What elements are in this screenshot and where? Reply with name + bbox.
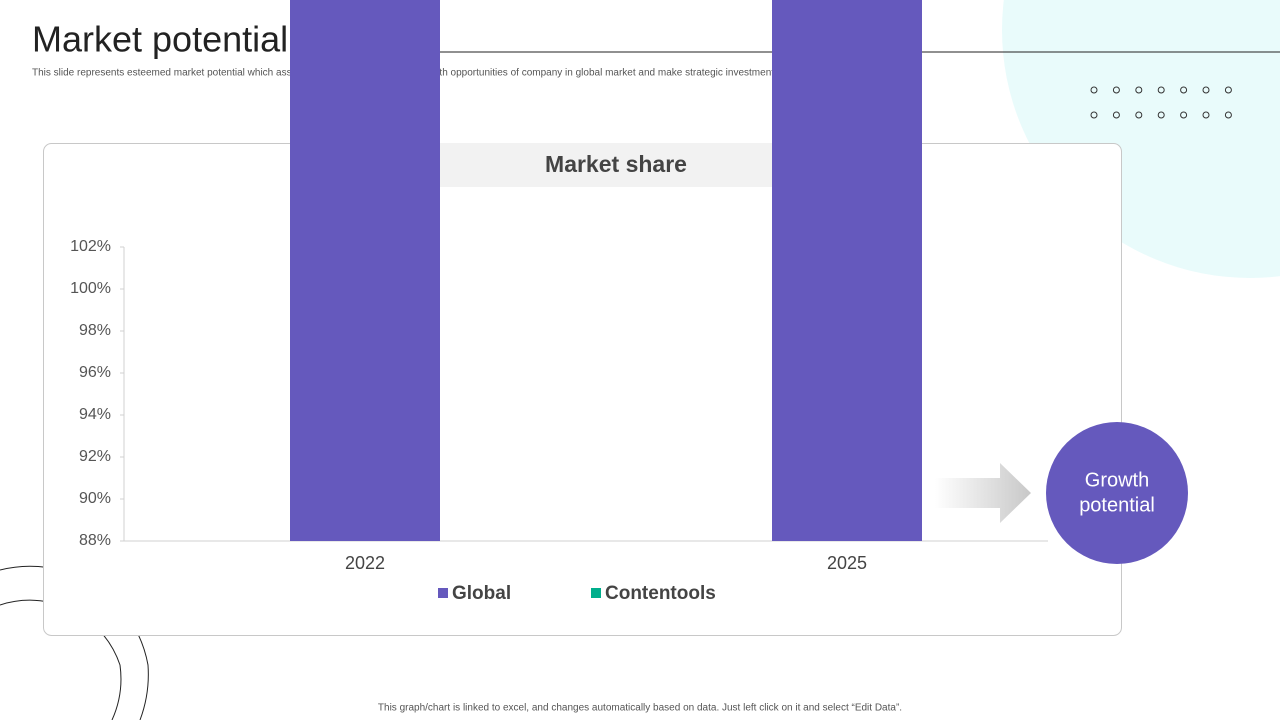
- badge-text: Growth: [1085, 469, 1149, 491]
- y-tick-label: 94%: [79, 406, 111, 423]
- dot: [1202, 86, 1210, 94]
- legend-swatch: [438, 588, 448, 598]
- y-tick-label: 98%: [79, 322, 111, 339]
- legend-label: Contentools: [605, 583, 716, 604]
- y-tick-label: 92%: [79, 448, 111, 465]
- chart-title-box: [430, 143, 802, 187]
- footnote: This graph/chart is linked to excel, and…: [378, 703, 902, 714]
- dot: [1157, 86, 1165, 94]
- slide-title: Market potential: [32, 19, 288, 60]
- decor-circle: [1002, 0, 1280, 278]
- dot: [1112, 86, 1120, 94]
- plot: 88%90%92%94%96%98%100%102%20221.00%20257…: [70, 0, 1048, 604]
- dot: [1224, 86, 1232, 94]
- bar-segment: [772, 0, 922, 541]
- bar-segment: [290, 0, 440, 541]
- dot: [1112, 111, 1120, 119]
- dot: [1224, 111, 1232, 119]
- dot: [1090, 111, 1098, 119]
- badge-text: potential: [1079, 494, 1155, 516]
- dot: [1180, 86, 1188, 94]
- y-tick-label: 102%: [70, 238, 111, 255]
- x-tick-label: 2025: [827, 553, 867, 573]
- decor-dots: [1090, 86, 1232, 119]
- dot: [1202, 111, 1210, 119]
- growth-badge: [1046, 422, 1188, 564]
- y-tick-label: 88%: [79, 532, 111, 549]
- dot: [1180, 111, 1188, 119]
- y-tick-label: 96%: [79, 364, 111, 381]
- legend-label: Global: [452, 583, 511, 604]
- dot: [1135, 86, 1143, 94]
- chart-title: Market share: [545, 151, 687, 177]
- y-tick-label: 90%: [79, 490, 111, 507]
- dot: [1090, 86, 1098, 94]
- dot: [1135, 111, 1143, 119]
- x-tick-label: 2022: [345, 553, 385, 573]
- chart-frame: [43, 143, 1122, 636]
- dot: [1157, 111, 1165, 119]
- legend-swatch: [591, 588, 601, 598]
- y-tick-label: 100%: [70, 280, 111, 297]
- arrow: [935, 463, 1031, 523]
